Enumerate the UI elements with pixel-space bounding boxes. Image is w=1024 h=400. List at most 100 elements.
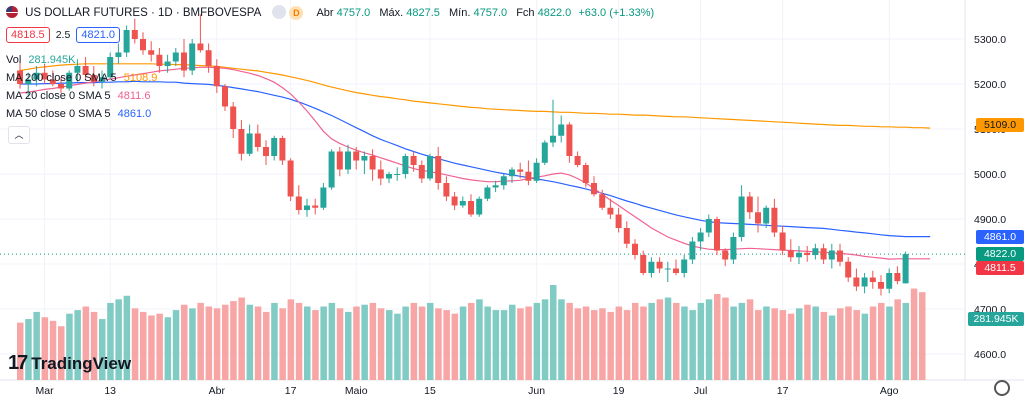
candle-body xyxy=(558,124,565,136)
spread-value: 2.5 xyxy=(55,29,71,41)
candle-body xyxy=(58,84,64,89)
volume-bar xyxy=(328,302,336,380)
indicator-ma50[interactable]: MA 50 close 0 SMA 5 4861.0 xyxy=(6,108,151,120)
volume-bar xyxy=(664,297,672,380)
candle-body xyxy=(837,250,843,262)
volume-bar xyxy=(787,313,795,380)
x-tick-label: Maio xyxy=(345,385,368,397)
candle-body xyxy=(33,72,40,80)
volume-bar xyxy=(418,306,426,380)
volume-bar xyxy=(213,308,221,380)
candle-body xyxy=(418,165,425,179)
volume-bar xyxy=(582,306,590,380)
candle-body xyxy=(886,273,893,289)
candle-body xyxy=(869,277,876,282)
volume-bar xyxy=(107,302,114,380)
candle-body xyxy=(369,156,376,170)
y-tick-label: 4900.0 xyxy=(974,214,1006,226)
indicator-ma20[interactable]: MA 20 close 0 SMA 5 4811.6 xyxy=(6,90,150,102)
ma200-label: MA 200 close 0 SMA 5 xyxy=(6,72,117,84)
candle-body xyxy=(361,156,368,161)
time-axis[interactable]: Mar 13 Abr 17 Maio 15 Jun 19 Jul 17 Ago xyxy=(36,385,899,397)
candle-body xyxy=(451,196,458,206)
candle-body xyxy=(812,248,819,255)
volume-bar xyxy=(336,308,344,380)
volume-bar xyxy=(427,302,434,380)
ohlc-low-value: 4757.0 xyxy=(473,7,508,19)
candle-body xyxy=(25,79,32,84)
volume-bar xyxy=(25,319,32,380)
volume-bar xyxy=(705,299,713,380)
volume-bar xyxy=(312,310,319,380)
ohlc-close-value: 4822.0 xyxy=(537,7,572,19)
candle-body xyxy=(410,156,417,165)
candle-body xyxy=(607,207,614,215)
volume-bar xyxy=(853,310,860,380)
volume-bar xyxy=(500,310,508,380)
candle-body xyxy=(345,151,351,170)
candle-body xyxy=(746,196,753,213)
volume-bar xyxy=(755,310,762,380)
volume-bar xyxy=(763,306,770,380)
x-tick-label: 13 xyxy=(104,385,116,397)
volume-bar xyxy=(459,306,467,380)
volume-bar xyxy=(451,313,459,380)
volume-bar xyxy=(828,315,836,380)
ma200-price-tag: 5109.0 xyxy=(976,118,1024,132)
candle-body xyxy=(328,151,335,188)
ma20-label: MA 20 close 0 SMA 5 xyxy=(6,90,111,102)
volume-bar xyxy=(320,306,327,380)
candle-body xyxy=(377,169,384,179)
ohlc-values: Abr 4757.0 Máx. 4827.5 Mín. 4757.0 Fch 4… xyxy=(316,7,654,19)
candle-body xyxy=(845,261,852,278)
ma50-label: MA 50 close 0 SMA 5 xyxy=(6,108,111,120)
candle-body xyxy=(394,174,401,175)
candle-body xyxy=(599,194,606,208)
volume-bar xyxy=(222,304,229,380)
market-status-icon[interactable] xyxy=(272,5,287,19)
candle-body xyxy=(205,50,212,66)
candle-body xyxy=(689,241,696,260)
ohlc-low-label: Mín. xyxy=(449,7,471,19)
gear-icon[interactable] xyxy=(994,380,1010,396)
volume-bar xyxy=(361,304,368,380)
candle-body xyxy=(189,43,196,71)
collapse-legend-button[interactable]: ︿ xyxy=(8,126,30,144)
volume-price-tag: 281.945K xyxy=(968,312,1024,326)
volume-bar xyxy=(673,302,680,380)
volume-bar xyxy=(738,302,746,380)
volume-bar xyxy=(66,313,73,380)
ohlc-high-value: 4827.5 xyxy=(406,7,440,19)
volume-bar xyxy=(205,306,213,380)
volume-bar xyxy=(714,293,721,380)
tradingview-logo[interactable]: 17 TradingView xyxy=(8,352,131,375)
indicator-ma200[interactable]: MA 200 close 0 SMA 5 5108.9 xyxy=(6,72,157,84)
volume-bar xyxy=(902,302,910,380)
x-tick-label: Mar xyxy=(36,385,55,397)
delay-badge[interactable]: D xyxy=(289,6,304,20)
candle-body xyxy=(730,237,737,260)
symbol-title[interactable]: US DOLLAR FUTURES · 1D · BMFBOVESPA xyxy=(25,7,262,19)
candle-body xyxy=(263,147,269,156)
candle-body xyxy=(615,214,622,228)
candle-body xyxy=(336,151,343,170)
volume-bar xyxy=(697,302,705,380)
candle-body xyxy=(435,156,442,183)
candle-body xyxy=(74,66,81,73)
volume-bar xyxy=(435,308,442,380)
volume-bar xyxy=(648,302,655,380)
candle-body xyxy=(172,52,179,62)
buy-button[interactable]: 4821.0 xyxy=(76,27,121,43)
x-tick-label: 17 xyxy=(777,385,789,397)
volume-bar xyxy=(607,311,614,380)
indicator-volume[interactable]: Vol 281.945K xyxy=(6,54,75,66)
volume-bar xyxy=(919,292,926,380)
volume-bar xyxy=(230,301,237,380)
volume-bar xyxy=(640,306,647,380)
x-tick-label: Jul xyxy=(694,385,707,397)
volume-bar xyxy=(304,306,311,380)
sell-button[interactable]: 4818.5 xyxy=(6,27,50,43)
ma50-value: 4861.0 xyxy=(117,108,152,120)
candle-body xyxy=(468,201,474,215)
